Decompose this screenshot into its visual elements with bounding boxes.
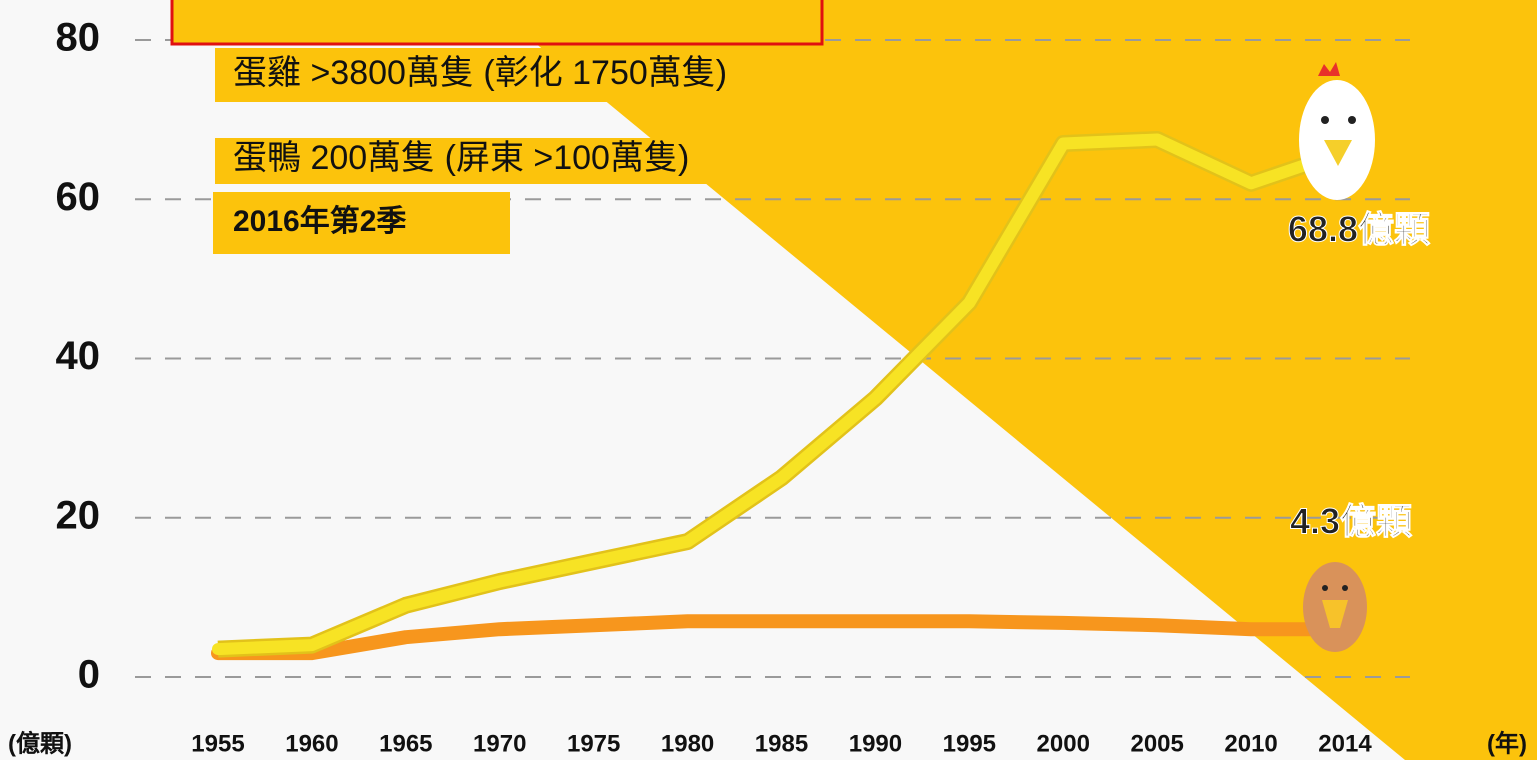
header-box xyxy=(172,0,822,44)
x-tick-label: 1985 xyxy=(755,730,808,757)
y-tick-label: 0 xyxy=(78,653,100,697)
value-annotation: 68.8億顆 xyxy=(1288,209,1430,250)
background-strip xyxy=(1418,0,1537,760)
annotation: 蛋鴨 200萬隻 (屏東 >100萬隻) xyxy=(233,139,689,177)
x-tick-label: 1960 xyxy=(285,730,338,757)
x-axis-label: (年) xyxy=(1487,729,1527,757)
x-tick-label: 1995 xyxy=(943,730,996,757)
y-tick-label: 40 xyxy=(56,334,101,378)
x-tick-label: 2014 xyxy=(1318,730,1372,757)
x-tick-label: 2000 xyxy=(1037,730,1090,757)
x-tick-label: 1975 xyxy=(567,730,620,757)
value-annotation: 4.3億顆 xyxy=(1290,501,1412,542)
x-tick-label: 1965 xyxy=(379,730,432,757)
x-tick-label: 1970 xyxy=(473,730,526,757)
chart: 蛋雞 >3800萬隻 (彰化 1750萬隻) 蛋鴨 200萬隻 (屏東 >100… xyxy=(0,0,1537,760)
x-tick-label: 1990 xyxy=(849,730,902,757)
y-tick-label: 20 xyxy=(56,493,101,537)
y-axis-label: (億顆) xyxy=(8,729,72,757)
y-tick-label: 60 xyxy=(56,175,101,219)
x-tick-label: 2005 xyxy=(1130,730,1183,757)
x-tick-label: 1980 xyxy=(661,730,714,757)
annotation: 蛋雞 >3800萬隻 (彰化 1750萬隻) xyxy=(233,54,727,92)
annotation: 2016年第2季 xyxy=(233,204,406,238)
x-tick-label: 2010 xyxy=(1224,730,1277,757)
x-tick-label: 1955 xyxy=(191,730,244,757)
y-tick-label: 80 xyxy=(56,16,101,60)
duck-icon xyxy=(1303,562,1367,652)
